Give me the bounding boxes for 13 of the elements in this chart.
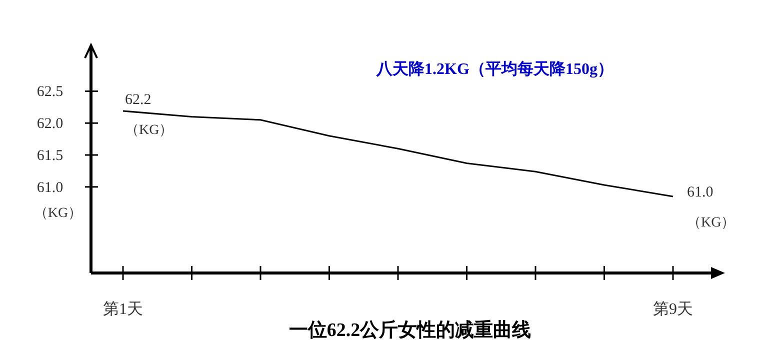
y-axis-title: （KG） xyxy=(34,206,82,221)
y-tick-label: 62.5 xyxy=(36,84,64,100)
annotation: 61.0 xyxy=(687,184,714,200)
annotation: （KG） xyxy=(687,215,736,230)
text: 八天降1.2KG（平均每天降150g） xyxy=(376,60,614,78)
y-tick-label: 61.0 xyxy=(36,180,64,196)
annotation: （KG） xyxy=(125,122,174,138)
x-tick-label: 第1天 xyxy=(103,301,143,318)
text: 一位62.2公斤女性的减重曲线 xyxy=(288,319,532,341)
y-tick-label: 61.5 xyxy=(36,148,64,164)
y-tick-label: 62.0 xyxy=(36,116,64,132)
x-tick-label: 第9天 xyxy=(653,301,693,318)
annotation: 62.2 xyxy=(125,92,152,108)
